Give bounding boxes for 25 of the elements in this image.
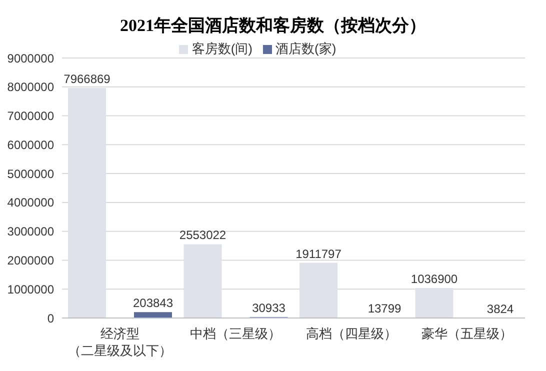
- x-tick-label: 豪华（五星级）: [422, 326, 513, 341]
- y-tick-label: 9000000: [7, 51, 54, 66]
- data-label: 3824: [486, 302, 514, 316]
- y-tick-label: 2000000: [7, 253, 54, 268]
- x-tick-label: 经济型（二星级及以下）: [68, 326, 172, 358]
- data-label: 13799: [368, 302, 402, 316]
- data-label: 2553022: [179, 228, 226, 242]
- data-label: 1911797: [296, 246, 342, 261]
- chart-title: 2021年全国酒店数和客房数（按档次分）: [119, 15, 427, 37]
- y-tick-label: 7000000: [7, 109, 54, 124]
- y-tick-label: 5000000: [7, 166, 54, 181]
- y-tick-label: 1000000: [7, 282, 54, 296]
- legend-label: 酒店数(家): [276, 41, 336, 56]
- data-label: 7966869: [64, 72, 111, 86]
- legend-label: 客房数(间): [192, 41, 252, 56]
- data-label: 203843: [132, 296, 174, 310]
- data-label: 30933: [252, 301, 286, 316]
- y-tick-label: 8000000: [7, 80, 54, 94]
- y-tick-label: 6000000: [7, 138, 54, 152]
- y-tick-label: 0: [47, 311, 54, 326]
- data-label: 1036900: [410, 272, 458, 286]
- y-tick-label: 4000000: [7, 196, 54, 210]
- x-tick-label: 高档（四星级）: [306, 326, 397, 341]
- x-tick-label: 中档（三星级）: [190, 326, 282, 341]
- y-tick-label: 3000000: [7, 224, 54, 239]
